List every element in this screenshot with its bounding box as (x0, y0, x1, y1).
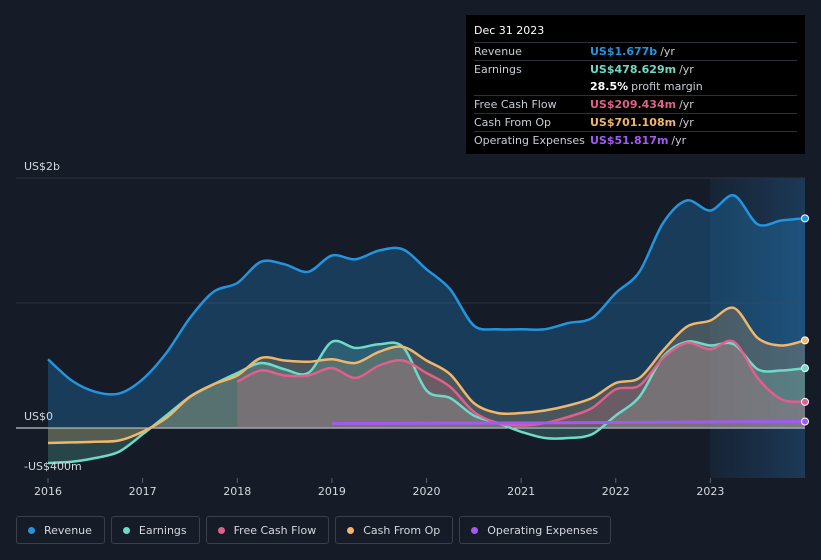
legend-label: Operating Expenses (487, 523, 599, 537)
legend-item-free-cash-flow[interactable]: Free Cash Flow (205, 516, 330, 544)
end-dot-revenue (801, 214, 809, 223)
legend-label: Revenue (44, 523, 92, 537)
line-cash-from-op (47, 306, 806, 445)
series-areas (48, 195, 806, 463)
x-axis-ticks: 2016 2017 2018 2019 2020 2021 2022 2023 (34, 478, 724, 498)
tooltip-value: US$701.108m (590, 116, 677, 129)
legend-dot-icon (471, 526, 479, 534)
x-tick-label: 2016 (34, 485, 62, 498)
tooltip: Dec 31 2023 Revenue US$1.677b /yr Earnin… (466, 15, 805, 154)
legend-item-earnings[interactable]: Earnings (110, 516, 200, 544)
x-tick-label: 2021 (507, 485, 535, 498)
tooltip-date: Dec 31 2023 (474, 24, 797, 43)
tooltip-row-margin: 28.5% profit margin (474, 78, 797, 96)
x-tick-label: 2017 (129, 485, 157, 498)
line-operating-expenses (331, 420, 806, 426)
tooltip-row-fcf: Free Cash Flow US$209.434m /yr (474, 96, 797, 114)
x-tick-label: 2018 (223, 485, 251, 498)
legend-label: Earnings (138, 523, 187, 537)
series-lines (47, 194, 806, 465)
tooltip-row-earnings: Earnings US$478.629m /yr (474, 60, 797, 78)
legend-dot-icon (347, 526, 355, 534)
end-dot-cash-from-op (801, 336, 809, 345)
legend-dot-icon (28, 526, 35, 534)
tooltip-unit: /yr (679, 98, 694, 111)
x-tick-label: 2019 (318, 485, 346, 498)
tooltip-label: Cash From Op (474, 116, 552, 129)
tooltip-label: Earnings (474, 63, 522, 76)
area-cash-from-op (48, 307, 805, 443)
tooltip-unit: /yr (671, 134, 687, 147)
line-free-cash-flow (236, 339, 806, 427)
tooltip-label: Operating Expenses (474, 134, 585, 147)
legend-label: Cash From Op (363, 523, 441, 537)
line-earnings (47, 339, 806, 465)
y-label-zero: US$0 (24, 410, 53, 423)
x-tick-label: 2023 (696, 485, 724, 498)
tooltip-value: US$209.434m (590, 98, 677, 111)
tooltip-row-opex: Operating Expenses US$51.817m /yr (474, 132, 797, 149)
line-revenue (47, 194, 806, 396)
x-tick-label: 2022 (602, 485, 630, 498)
legend-dot-icon (122, 526, 130, 534)
area-free-cash-flow (237, 340, 806, 428)
legend-label: Free Cash Flow (233, 523, 317, 537)
area-earnings (48, 340, 805, 463)
legend: Revenue Earnings Free Cash Flow Cash Fro… (16, 516, 617, 544)
tooltip-unit: /yr (679, 63, 694, 76)
tooltip-value: US$51.817m (590, 134, 669, 147)
legend-item-revenue[interactable]: Revenue (16, 516, 105, 544)
profit-margin-label: profit margin (631, 80, 703, 93)
tooltip-row-cfo: Cash From Op US$701.108m /yr (474, 114, 797, 132)
series-end-dots (801, 214, 809, 426)
area-revenue (48, 195, 805, 428)
tooltip-label: Revenue (474, 45, 522, 58)
x-tick-label: 2020 (413, 485, 441, 498)
tooltip-label: Free Cash Flow (474, 98, 557, 111)
tooltip-unit: /yr (660, 45, 675, 58)
tooltip-unit: /yr (679, 116, 694, 129)
tooltip-row-revenue: Revenue US$1.677b /yr (474, 43, 797, 60)
y-label-top: US$2b (24, 160, 60, 173)
profit-margin-value: 28.5% (590, 80, 629, 93)
end-dot-earnings (801, 364, 809, 373)
y-label-bottom: -US$400m (24, 460, 82, 473)
legend-dot-icon (217, 526, 225, 534)
legend-item-operating-expenses[interactable]: Operating Expenses (459, 516, 612, 544)
legend-item-cash-from-op[interactable]: Cash From Op (335, 516, 454, 544)
tooltip-value: US$1.677b (590, 45, 658, 58)
tooltip-value: US$478.629m (590, 63, 677, 76)
end-dot-operating-expenses (801, 417, 809, 426)
end-dot-free-cash-flow (801, 397, 809, 406)
